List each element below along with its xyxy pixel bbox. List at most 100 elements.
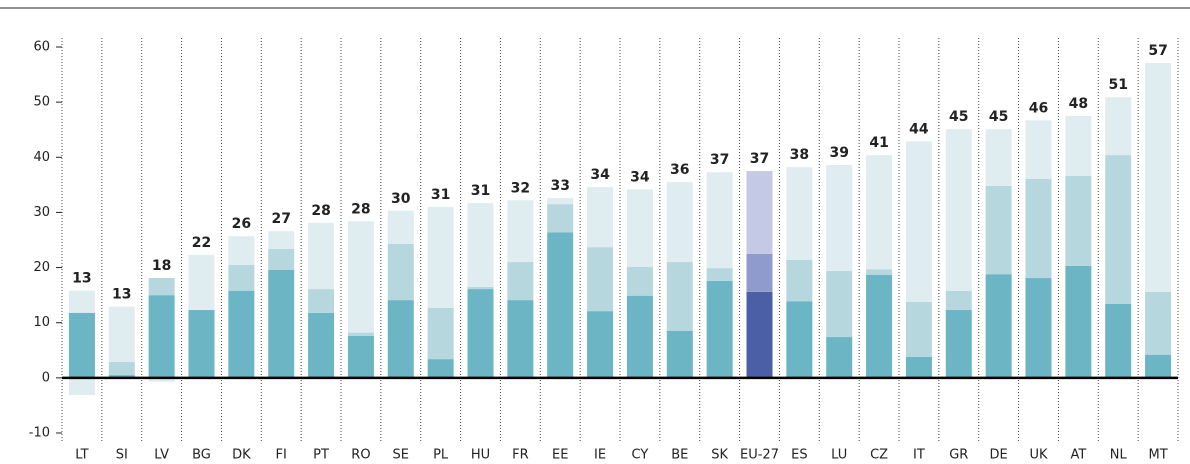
bar-segment [826,165,853,271]
x-tick-label: DE [990,448,1008,463]
bar-segment [866,269,893,275]
total-label: 34 [590,167,610,183]
total-label: 13 [72,271,91,287]
total-label: 28 [311,203,330,219]
bar-segment [188,254,215,311]
total-label: 31 [471,183,490,199]
bar-segment [905,301,932,357]
bar-segment [626,267,653,296]
bar-segment [547,232,574,378]
bar-segment [826,270,853,338]
total-label: 13 [112,287,131,303]
bar-segment [1065,176,1092,266]
bar-segment [666,262,693,331]
bar-segment [347,332,374,336]
bar-segment [507,300,534,378]
x-tick-label: HU [471,448,490,463]
total-label: 45 [989,109,1008,125]
bar-segment [148,377,175,382]
bar-segment [746,291,773,378]
bar-segment [626,295,653,378]
total-label: 28 [351,201,370,217]
bar-segment [148,278,175,296]
x-tick-label: LV [154,448,169,463]
bar-segment [826,337,853,378]
bar-segment [387,210,414,244]
bar-segment [866,155,893,270]
total-label: 22 [192,235,211,251]
x-tick-label: PT [313,448,329,463]
bar-segment [945,129,972,291]
bar-segment [427,206,454,308]
total-label: 51 [1108,77,1127,93]
bar-segment [308,289,335,313]
bar-segment [228,264,255,291]
bar-segment [786,301,813,378]
x-tick-label: EE [552,448,568,463]
bar-segment [666,330,693,378]
total-label: 46 [1029,100,1048,116]
bar-segment [1105,97,1132,156]
bar-segment [746,171,773,254]
bar-segment [68,312,95,378]
bar-segment [507,200,534,263]
bar-segment [387,300,414,378]
total-label: 45 [949,109,968,125]
bar-segment [228,236,255,265]
total-label: 18 [152,258,171,274]
x-tick-label: BG [192,448,211,463]
x-tick-label: SK [711,448,728,463]
total-label: 33 [550,178,569,194]
x-tick-label: LT [75,448,88,463]
bar-segment [587,247,614,312]
y-tick-label: 60 [33,40,50,55]
bar-segment [387,243,414,301]
bar-segment [188,310,215,378]
bar-segment [1145,291,1172,355]
bar-segment [905,356,932,378]
x-tick-label: CY [632,448,649,463]
x-tick-label: GR [949,448,968,463]
x-tick-label: BE [671,448,688,463]
bar-segment [985,274,1012,378]
bar-segment [1105,155,1132,304]
y-tick-label: -10 [29,426,50,441]
x-tick-label: DK [232,448,251,463]
x-tick-label: EU-27 [740,448,779,463]
x-tick-label: CZ [870,448,888,463]
total-label: 36 [670,162,689,178]
total-label: 32 [511,180,530,196]
total-label: 27 [271,211,290,227]
total-label: 48 [1069,96,1088,112]
x-tick-label: SE [393,448,409,463]
x-tick-label: NL [1110,448,1128,463]
bar-segment [1105,303,1132,378]
x-tick-label: IT [913,448,925,463]
x-tick-label: MT [1148,448,1167,463]
x-tick-label: UK [1029,448,1048,463]
bar-segment [905,141,932,302]
bar-segment [268,231,295,249]
total-label: 31 [431,187,450,203]
x-tick-label: ES [791,448,807,463]
bar-segment [786,259,813,302]
bar-segment [467,203,494,287]
x-tick-label: LU [831,448,847,463]
bar-segment [108,361,135,376]
bar-segment [1025,178,1052,279]
bar-segment [308,312,335,378]
bar-segment [985,129,1012,186]
bar-segment [427,307,454,360]
bar-segment [427,359,454,378]
x-tick-label: IE [594,448,606,463]
bar-segment [1025,278,1052,378]
bar-segment [666,182,693,263]
bar-segment [706,280,733,378]
bar-segment [706,268,733,281]
y-tick-label: 10 [33,315,50,330]
bar-segment [1145,62,1172,292]
total-label: 41 [869,135,888,151]
x-tick-label: AT [1070,448,1086,463]
bar-segment [587,311,614,378]
